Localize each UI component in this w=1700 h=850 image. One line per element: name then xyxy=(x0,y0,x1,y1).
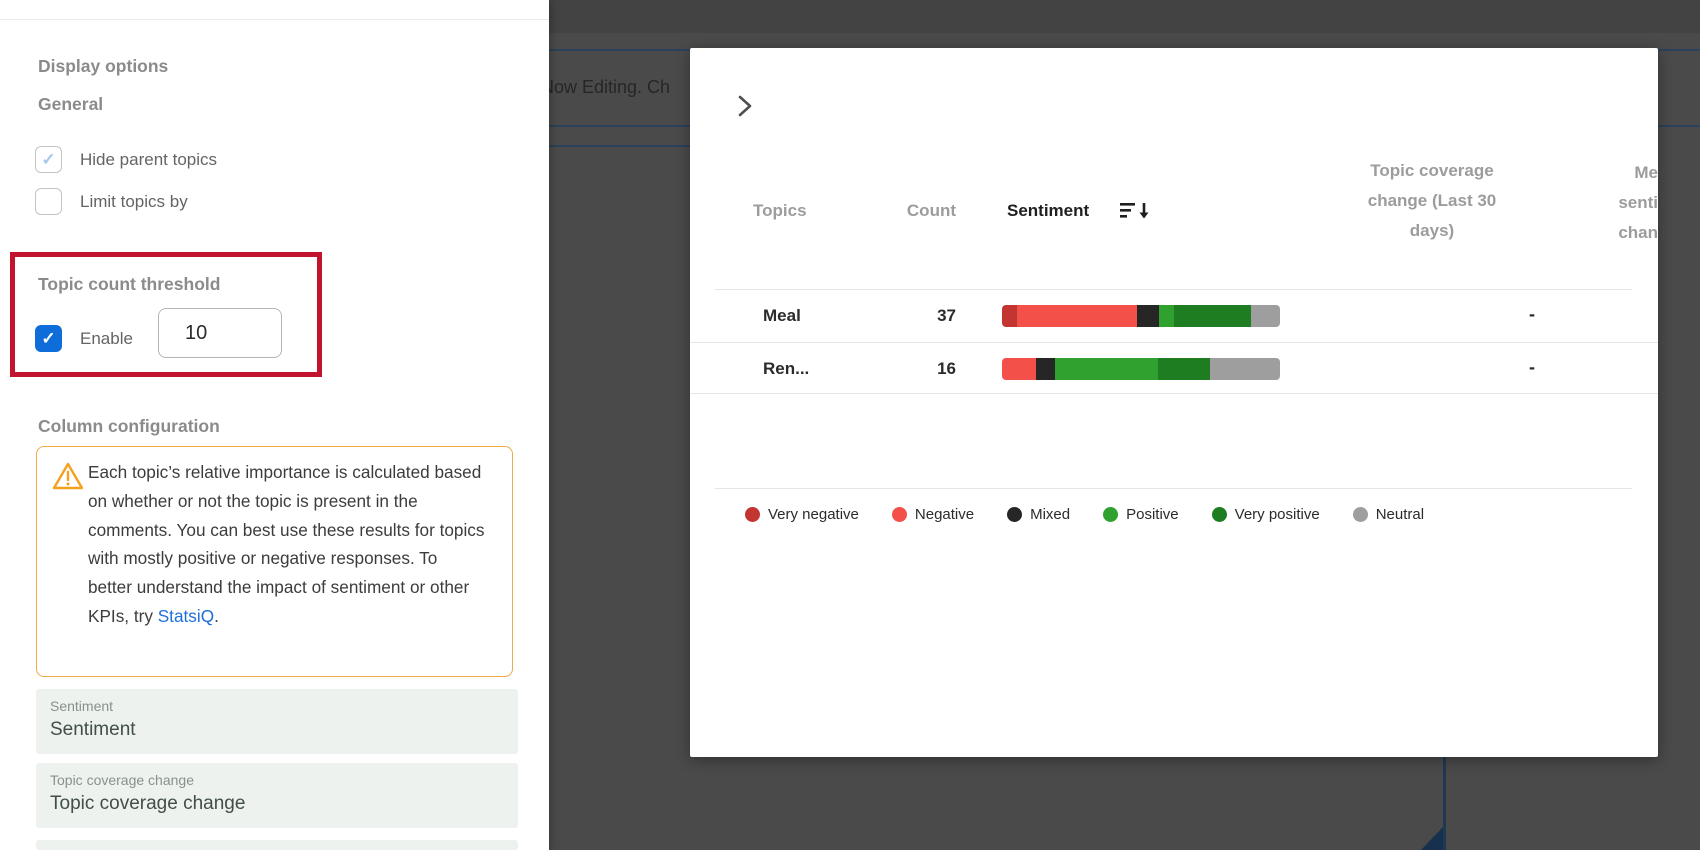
background-chart-area xyxy=(1421,827,1443,850)
sentiment-segment-mixed xyxy=(1137,305,1160,327)
threshold-value-input[interactable] xyxy=(158,308,282,358)
legend: Very negative Negative Mixed Positive Very p… xyxy=(745,506,1424,523)
background-chart-line xyxy=(1443,757,1446,850)
table-row[interactable]: Ren... 16 - xyxy=(690,343,1658,394)
warning-text-body: Each topic’s relative importance is calc… xyxy=(88,462,485,626)
legend-dot-icon xyxy=(745,507,760,522)
topic-count-threshold-title: Topic count threshold xyxy=(38,274,221,294)
legend-item: Mixed xyxy=(1007,506,1070,523)
sentiment-segment-positive xyxy=(1159,305,1175,327)
field-value: Topic coverage change xyxy=(50,793,246,814)
check-icon xyxy=(41,150,55,170)
widget-border-line xyxy=(549,145,690,147)
highlight-annotation-box xyxy=(10,252,322,377)
sentiment-field-card[interactable]: Sentiment Sentiment xyxy=(36,689,518,754)
statsiq-link[interactable]: StatsiQ xyxy=(157,605,215,626)
topic-coverage-field-card[interactable]: Topic coverage change Topic coverage cha… xyxy=(36,763,518,828)
legend-dot-icon xyxy=(1211,507,1227,522)
column-header-count[interactable]: Count xyxy=(906,201,956,220)
header-line: change (Last 30 xyxy=(1367,191,1497,210)
sentiment-segment-mixed xyxy=(1035,357,1055,380)
header-line: Me xyxy=(1634,163,1658,182)
sentiment-segment-neutral xyxy=(1210,357,1280,380)
sentiment-segment-very_negative xyxy=(1002,305,1017,327)
legend-separator xyxy=(715,488,1632,489)
header-line: days) xyxy=(1409,221,1455,240)
field-value: Sentiment xyxy=(50,719,136,740)
display-options-title: Display options xyxy=(38,56,169,76)
hide-parent-topics-label: Hide parent topics xyxy=(80,150,218,169)
check-icon xyxy=(41,329,55,349)
sentiment-segment-negative xyxy=(1017,305,1138,327)
top-bar xyxy=(549,0,1700,33)
legend-label: Very negative xyxy=(768,506,859,523)
sentiment-segment-positive xyxy=(1054,357,1159,380)
limit-topics-checkbox[interactable] xyxy=(35,188,62,215)
sentiment-segment-neutral xyxy=(1251,305,1280,327)
legend-label: Mixed xyxy=(1030,506,1071,523)
legend-item: Positive xyxy=(1103,506,1179,523)
legend-dot-icon xyxy=(1103,507,1119,522)
topic-count: 37 xyxy=(937,306,956,325)
legend-dot-icon xyxy=(1007,507,1023,522)
warning-icon xyxy=(52,462,84,490)
coverage-change-value: - xyxy=(1529,304,1535,324)
topic-name: Ren... xyxy=(763,358,810,378)
legend-item: Negative xyxy=(891,506,975,523)
topics-table-widget: Topics Count Sentiment Topic coverage cha… xyxy=(690,48,1658,757)
limit-topics-label: Limit topics by xyxy=(80,192,188,211)
topic-count: 16 xyxy=(937,358,956,378)
panel-divider xyxy=(0,19,549,20)
sentiment-bar xyxy=(1002,357,1280,380)
sentiment-segment-very_positive xyxy=(1174,305,1252,327)
legend-label: Very positive xyxy=(1234,506,1320,523)
legend-label: Negative xyxy=(914,506,975,523)
header-line: chan xyxy=(1618,223,1658,242)
sentiment-bar xyxy=(1002,305,1280,327)
field-label: Topic coverage change xyxy=(50,772,194,788)
enable-label: Enable xyxy=(80,329,133,348)
field-label: Sentiment xyxy=(50,698,114,714)
sentiment-segment-very_positive xyxy=(1158,357,1211,380)
add-filter-button[interactable]: Add Filter xyxy=(679,0,763,5)
now-editing-banner: Now Editing. Ch xyxy=(541,77,671,97)
column-header-mean-sentiment-change-clipped[interactable]: Me senti chan xyxy=(1610,158,1658,248)
sentiment-segment-negative xyxy=(1002,357,1036,380)
coverage-change-value: - xyxy=(1529,356,1535,377)
table-row[interactable]: Meal 37 - xyxy=(690,289,1658,343)
warning-text: Each topic’s relative importance is calc… xyxy=(88,458,486,631)
next-field-card-partial[interactable] xyxy=(36,840,518,850)
header-line: Topic coverage xyxy=(1370,161,1494,180)
legend-label: Positive xyxy=(1126,506,1179,523)
column-header-topics[interactable]: Topics xyxy=(753,201,807,220)
header-line: senti xyxy=(1618,193,1658,212)
header-separator xyxy=(715,289,1632,290)
legend-item: Very positive xyxy=(1211,506,1320,523)
general-section-title: General xyxy=(38,94,104,114)
hide-parent-topics-checkbox[interactable] xyxy=(35,146,62,173)
legend-item: Neutral xyxy=(1352,506,1425,523)
column-configuration-title: Column configuration xyxy=(38,416,220,436)
column-header-sentiment[interactable]: Sentiment xyxy=(1007,201,1090,220)
enable-threshold-checkbox[interactable] xyxy=(35,325,62,352)
legend-label: Neutral xyxy=(1375,506,1425,523)
sort-descending-icon[interactable] xyxy=(1120,200,1154,222)
column-header-topic-coverage-change[interactable]: Topic coverage change (Last 30 days) xyxy=(1302,156,1562,246)
chevron-right-icon[interactable] xyxy=(737,95,753,117)
legend-dot-icon xyxy=(891,507,907,522)
warning-text-period: . xyxy=(214,605,219,626)
display-options-panel: Display options General Hide parent topi… xyxy=(0,0,549,850)
topic-name: Meal xyxy=(763,306,801,325)
legend-dot-icon xyxy=(1352,507,1368,522)
warning-callout xyxy=(36,446,513,677)
legend-item: Very negative xyxy=(745,506,859,523)
